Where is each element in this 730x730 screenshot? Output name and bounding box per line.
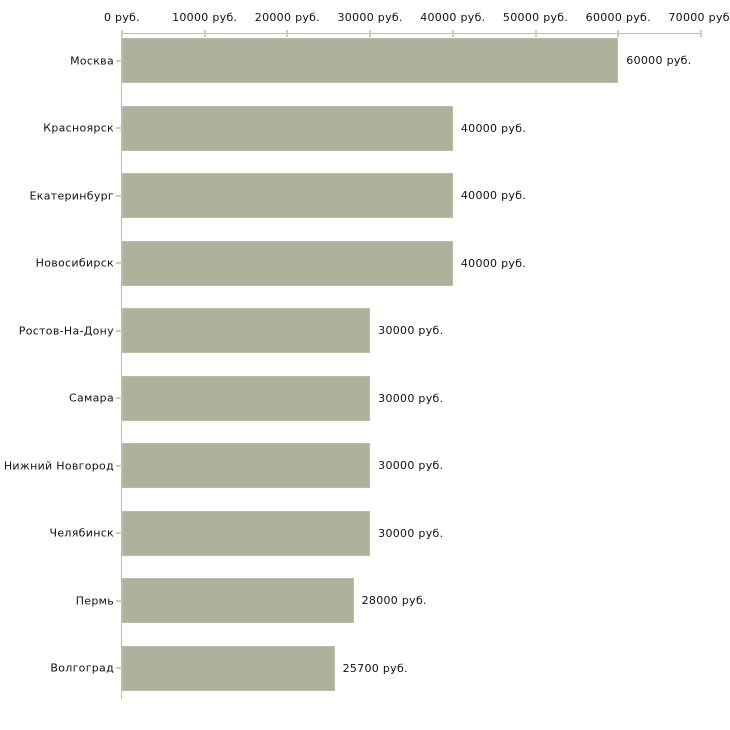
x-axis-tick-label: 0 руб. [103, 11, 141, 24]
y-axis-tick [116, 59, 122, 62]
x-axis-tick [286, 30, 289, 37]
category-label: Ростов-На-Дону [18, 324, 114, 337]
category-label: Самара [69, 391, 114, 405]
bar-row: Волгоград 25700 руб. [50, 645, 701, 691]
y-axis-tick [116, 127, 122, 129]
category-label: Нижний Новгород [3, 459, 114, 472]
x-axis-tick-label: 60000 руб. [585, 11, 651, 24]
bar-volgograd [122, 645, 335, 691]
x-axis-tick-label: 40000 руб. [420, 11, 486, 24]
x-axis-tick [369, 30, 372, 37]
bar-row: Пермь 28000 руб. [76, 578, 701, 623]
category-label: Пермь [75, 594, 114, 607]
value-label: 40000 руб. [460, 256, 527, 270]
value-label: 30000 руб. [378, 324, 444, 337]
y-axis-tick [116, 599, 122, 602]
y-axis-tick [116, 464, 122, 467]
bar-row: Челябинск 30000 руб. [50, 510, 701, 556]
bar-krasnoyarsk [122, 105, 453, 151]
value-label: 40000 руб. [460, 121, 527, 135]
category-label: Красноярск [43, 121, 114, 135]
bar-row: Самара 30000 руб. [69, 375, 701, 421]
y-axis-tick [116, 262, 122, 264]
x-axis-tick [534, 30, 537, 37]
category-label: Челябинск [49, 526, 114, 540]
bar-perm [122, 578, 354, 623]
x-axis-tick [121, 30, 123, 37]
bar-row: Ростов-На-Дону 30000 руб. [19, 308, 701, 353]
bar-chelyabinsk [122, 510, 371, 556]
bar-row: Новосибирск 40000 руб. [36, 240, 701, 286]
value-label: 30000 руб. [378, 526, 444, 540]
bar-row: Москва 60000 руб. [70, 38, 701, 83]
bar-nizhny-novgorod [122, 443, 371, 488]
x-axis-tick [617, 30, 620, 37]
x-axis-tick [203, 30, 206, 37]
bar-novosibirsk [122, 240, 453, 286]
category-label: Волгоград [50, 661, 114, 675]
value-label: 30000 руб. [378, 391, 444, 405]
value-label: 60000 руб. [626, 54, 692, 67]
plot-area: 0 руб. 10000 руб. 20000 руб. 30000 руб. … [4, 11, 730, 699]
y-axis-tick [116, 397, 122, 399]
category-label: Екатеринбург [29, 189, 114, 202]
category-label: Новосибирск [35, 256, 114, 270]
x-axis-tick-label: 50000 руб. [502, 11, 569, 24]
x-axis-tick [700, 30, 702, 37]
bar-row: Красноярск 40000 руб. [43, 105, 701, 151]
value-label: 40000 руб. [460, 189, 527, 202]
bar-samara [122, 375, 371, 421]
category-label: Москва [70, 54, 114, 67]
x-axis-tick [451, 30, 454, 37]
x-axis-tick-label: 30000 руб. [337, 11, 403, 24]
x-axis-tick-label: 10000 руб. [172, 11, 238, 24]
bar-row: Екатеринбург 40000 руб. [30, 173, 701, 218]
bar-rostov-na-donu [122, 308, 371, 353]
value-label: 25700 руб. [342, 661, 408, 675]
bar-moskva [122, 38, 619, 83]
y-axis-tick [116, 532, 122, 534]
bar-row: Нижний Новгород 30000 руб. [4, 443, 701, 488]
y-axis-tick [116, 667, 122, 669]
value-label: 28000 руб. [361, 594, 427, 607]
bar-ekaterinburg [122, 173, 453, 218]
x-axis-tick-label: 70000 руб. [668, 11, 730, 24]
x-axis-tick-label: 20000 руб. [254, 11, 321, 24]
y-axis-tick [116, 194, 122, 197]
value-label: 30000 руб. [378, 459, 444, 472]
y-axis-tick [116, 329, 122, 332]
